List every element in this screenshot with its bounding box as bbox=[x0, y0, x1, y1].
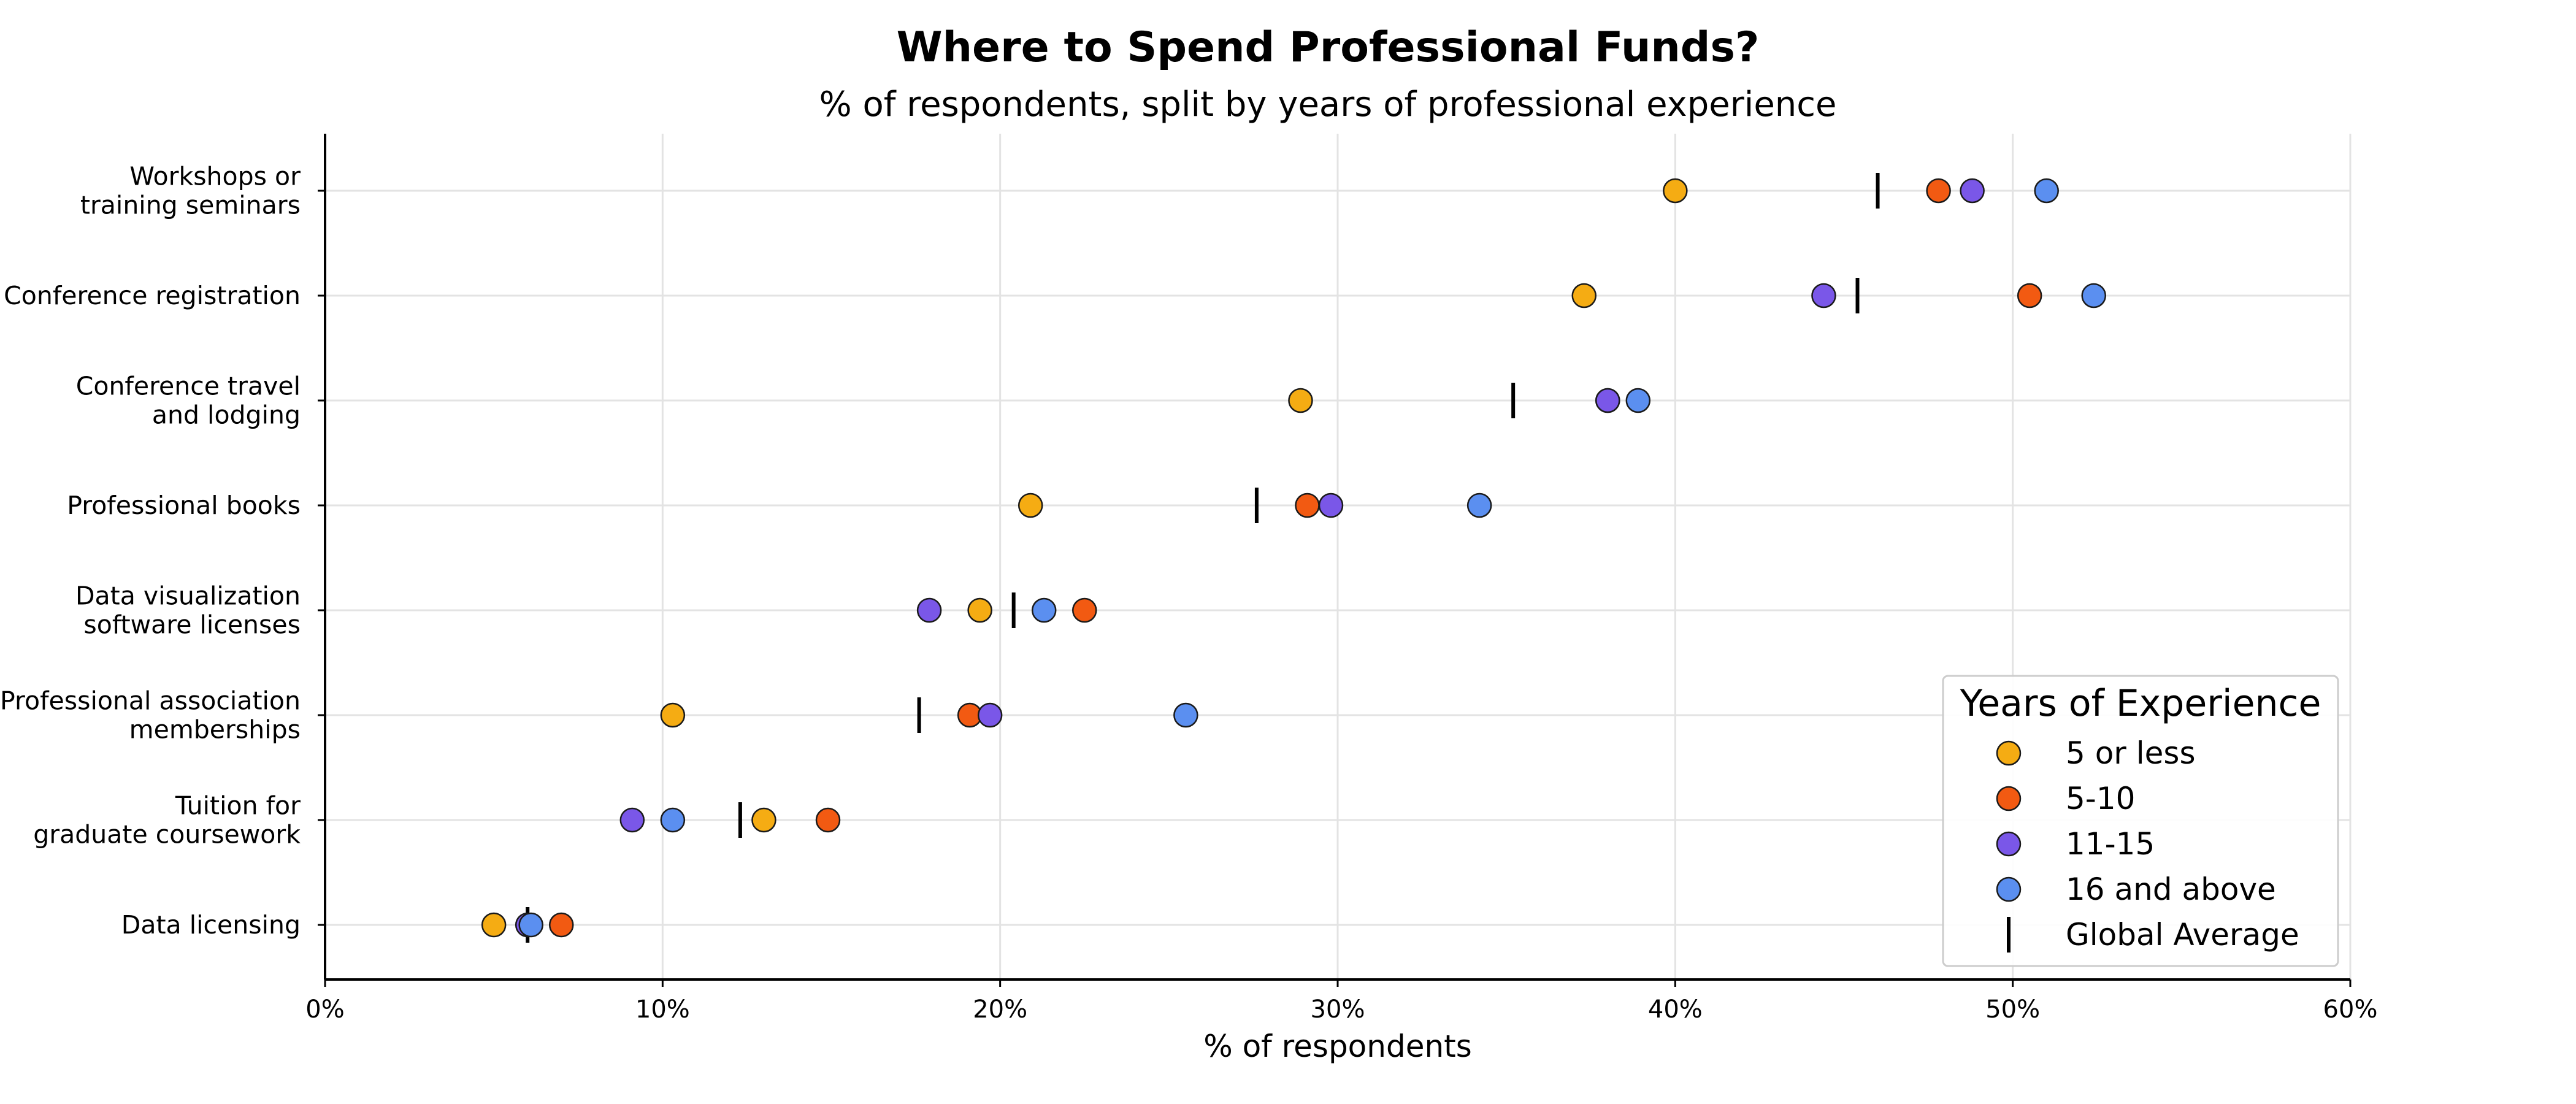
legend-marker bbox=[1996, 876, 2022, 902]
y-tick-label: Tuition for graduate coursework bbox=[33, 791, 301, 849]
x-tick-label: 10% bbox=[635, 995, 690, 1024]
legend-marker bbox=[1996, 740, 2022, 766]
y-tick-label-line: Conference registration bbox=[4, 281, 301, 310]
x-tick-label: 60% bbox=[2323, 995, 2378, 1024]
data-point bbox=[1960, 178, 1985, 204]
data-point bbox=[1295, 493, 1320, 518]
data-point bbox=[1288, 388, 1313, 413]
y-tick-label-line: memberships bbox=[129, 715, 301, 745]
data-point bbox=[967, 597, 992, 623]
data-point bbox=[815, 807, 841, 833]
data-point bbox=[1926, 178, 1951, 204]
y-tick-label-line: and lodging bbox=[152, 401, 301, 430]
data-point bbox=[1173, 702, 1198, 728]
data-point bbox=[1811, 283, 1836, 309]
x-tick-label: 20% bbox=[973, 995, 1027, 1024]
legend-label: 16 and above bbox=[2066, 872, 2276, 907]
legend-marker bbox=[1996, 831, 2022, 857]
data-point bbox=[916, 597, 942, 623]
data-point bbox=[481, 912, 507, 938]
data-point bbox=[1571, 283, 1597, 309]
legend-label: Global Average bbox=[2066, 917, 2299, 953]
data-point bbox=[1318, 493, 1344, 518]
y-tick-label-line: graduate coursework bbox=[33, 820, 301, 849]
data-point bbox=[2081, 283, 2106, 309]
data-point bbox=[751, 807, 776, 833]
data-point bbox=[1466, 493, 1492, 518]
y-tick-label-line: Professional books bbox=[67, 491, 301, 520]
data-point bbox=[1018, 493, 1043, 518]
y-tick-label-line: Conference travel bbox=[76, 372, 301, 401]
x-axis-label: % of respondents bbox=[1203, 1029, 1472, 1064]
data-point bbox=[977, 702, 1003, 728]
data-point bbox=[1031, 597, 1057, 623]
x-tick-label: 40% bbox=[1648, 995, 1703, 1024]
y-tick-label-line: Workshops or bbox=[129, 162, 301, 191]
y-tick-label: Professional books bbox=[67, 491, 301, 520]
x-tick-label: 0% bbox=[305, 995, 344, 1024]
data-point bbox=[518, 912, 543, 938]
x-tick-label: 50% bbox=[1985, 995, 2040, 1024]
data-point bbox=[660, 807, 686, 833]
data-point bbox=[1663, 178, 1688, 204]
legend-label: 11-15 bbox=[2066, 826, 2155, 862]
legend-title: Years of Experience bbox=[1960, 682, 2321, 725]
data-point bbox=[1072, 597, 1097, 623]
chart-title: Where to Spend Professional Funds? bbox=[896, 23, 1760, 72]
y-tick-label-line: Data licensing bbox=[121, 910, 301, 940]
y-tick-label: Data visualization software licenses bbox=[75, 581, 301, 640]
y-tick-label-line: software licenses bbox=[83, 610, 301, 640]
y-tick-label: Data licensing bbox=[121, 910, 301, 940]
y-tick-label: Workshops or training seminars bbox=[80, 162, 301, 220]
y-tick-label: Conference travel and lodging bbox=[76, 372, 301, 430]
x-tick-label: 30% bbox=[1311, 995, 1365, 1024]
legend-box bbox=[1942, 675, 2339, 967]
legend-label: 5 or less bbox=[2066, 735, 2196, 771]
legend-marker bbox=[1996, 786, 2022, 811]
y-tick-label-line: Data visualization bbox=[75, 581, 301, 611]
y-tick-label-line: training seminars bbox=[80, 191, 301, 220]
data-point bbox=[2034, 178, 2059, 204]
y-tick-label: Conference registration bbox=[4, 281, 301, 310]
data-point bbox=[2017, 283, 2042, 309]
data-point bbox=[1625, 388, 1651, 413]
chart-subtitle: % of respondents, split by years of prof… bbox=[819, 85, 1837, 125]
y-tick-label-line: Tuition for bbox=[175, 791, 301, 821]
y-tick-label-line: Professional association bbox=[0, 686, 301, 716]
data-point bbox=[1595, 388, 1620, 413]
data-point bbox=[548, 912, 574, 938]
data-point bbox=[660, 702, 686, 728]
data-point bbox=[619, 807, 645, 833]
legend-label: 5-10 bbox=[2066, 781, 2135, 816]
y-tick-label: Professional association memberships bbox=[0, 686, 301, 745]
